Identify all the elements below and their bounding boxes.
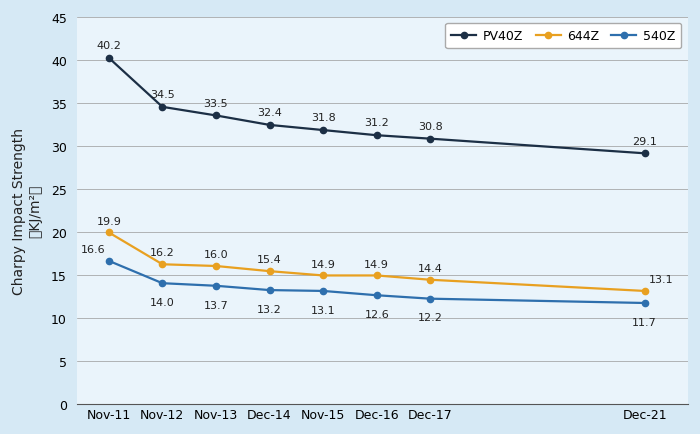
Text: 29.1: 29.1 — [632, 136, 657, 146]
540Z — [104, 259, 113, 264]
Text: 11.7: 11.7 — [632, 317, 657, 327]
Text: 19.9: 19.9 — [97, 216, 121, 226]
Text: 31.2: 31.2 — [364, 118, 389, 128]
PV40Z — [158, 105, 167, 110]
PV40Z — [104, 56, 113, 61]
644Z — [372, 273, 381, 279]
Text: 14.9: 14.9 — [364, 259, 389, 269]
Text: 33.5: 33.5 — [204, 99, 228, 108]
Text: 34.5: 34.5 — [150, 90, 175, 100]
Text: 12.6: 12.6 — [364, 309, 389, 319]
PV40Z — [426, 137, 435, 142]
Text: 13.1: 13.1 — [311, 305, 335, 315]
Line: PV40Z: PV40Z — [106, 56, 648, 157]
Text: 13.7: 13.7 — [204, 300, 228, 310]
Text: 16.6: 16.6 — [80, 244, 105, 254]
644Z — [212, 264, 220, 269]
Text: 14.4: 14.4 — [418, 263, 442, 273]
Text: 14.0: 14.0 — [150, 297, 175, 307]
540Z — [265, 288, 274, 293]
Text: 16.0: 16.0 — [204, 250, 228, 260]
540Z — [158, 281, 167, 286]
Y-axis label: Charpy Impact Strength
（KJ/m²）: Charpy Impact Strength （KJ/m²） — [13, 127, 43, 294]
Legend: PV40Z, 644Z, 540Z: PV40Z, 644Z, 540Z — [445, 24, 681, 49]
Line: 644Z: 644Z — [106, 230, 648, 294]
540Z — [372, 293, 381, 298]
Text: 13.2: 13.2 — [257, 304, 282, 314]
644Z — [426, 277, 435, 283]
Text: 32.4: 32.4 — [257, 108, 282, 118]
Line: 540Z: 540Z — [106, 258, 648, 306]
540Z — [319, 289, 328, 294]
Text: 13.1: 13.1 — [648, 274, 673, 284]
PV40Z — [372, 133, 381, 138]
PV40Z — [265, 123, 274, 128]
644Z — [104, 230, 113, 236]
Text: 31.8: 31.8 — [311, 113, 335, 123]
Text: 16.2: 16.2 — [150, 248, 175, 258]
644Z — [640, 289, 649, 294]
Text: 15.4: 15.4 — [257, 255, 282, 265]
644Z — [319, 273, 328, 279]
540Z — [212, 283, 220, 289]
540Z — [426, 296, 435, 302]
540Z — [640, 301, 649, 306]
Text: 14.9: 14.9 — [311, 259, 335, 269]
Text: 30.8: 30.8 — [418, 122, 442, 132]
PV40Z — [640, 151, 649, 157]
644Z — [265, 269, 274, 274]
PV40Z — [319, 128, 328, 133]
Text: 12.2: 12.2 — [418, 313, 442, 323]
644Z — [158, 262, 167, 267]
PV40Z — [212, 114, 220, 119]
Text: 40.2: 40.2 — [97, 41, 121, 51]
